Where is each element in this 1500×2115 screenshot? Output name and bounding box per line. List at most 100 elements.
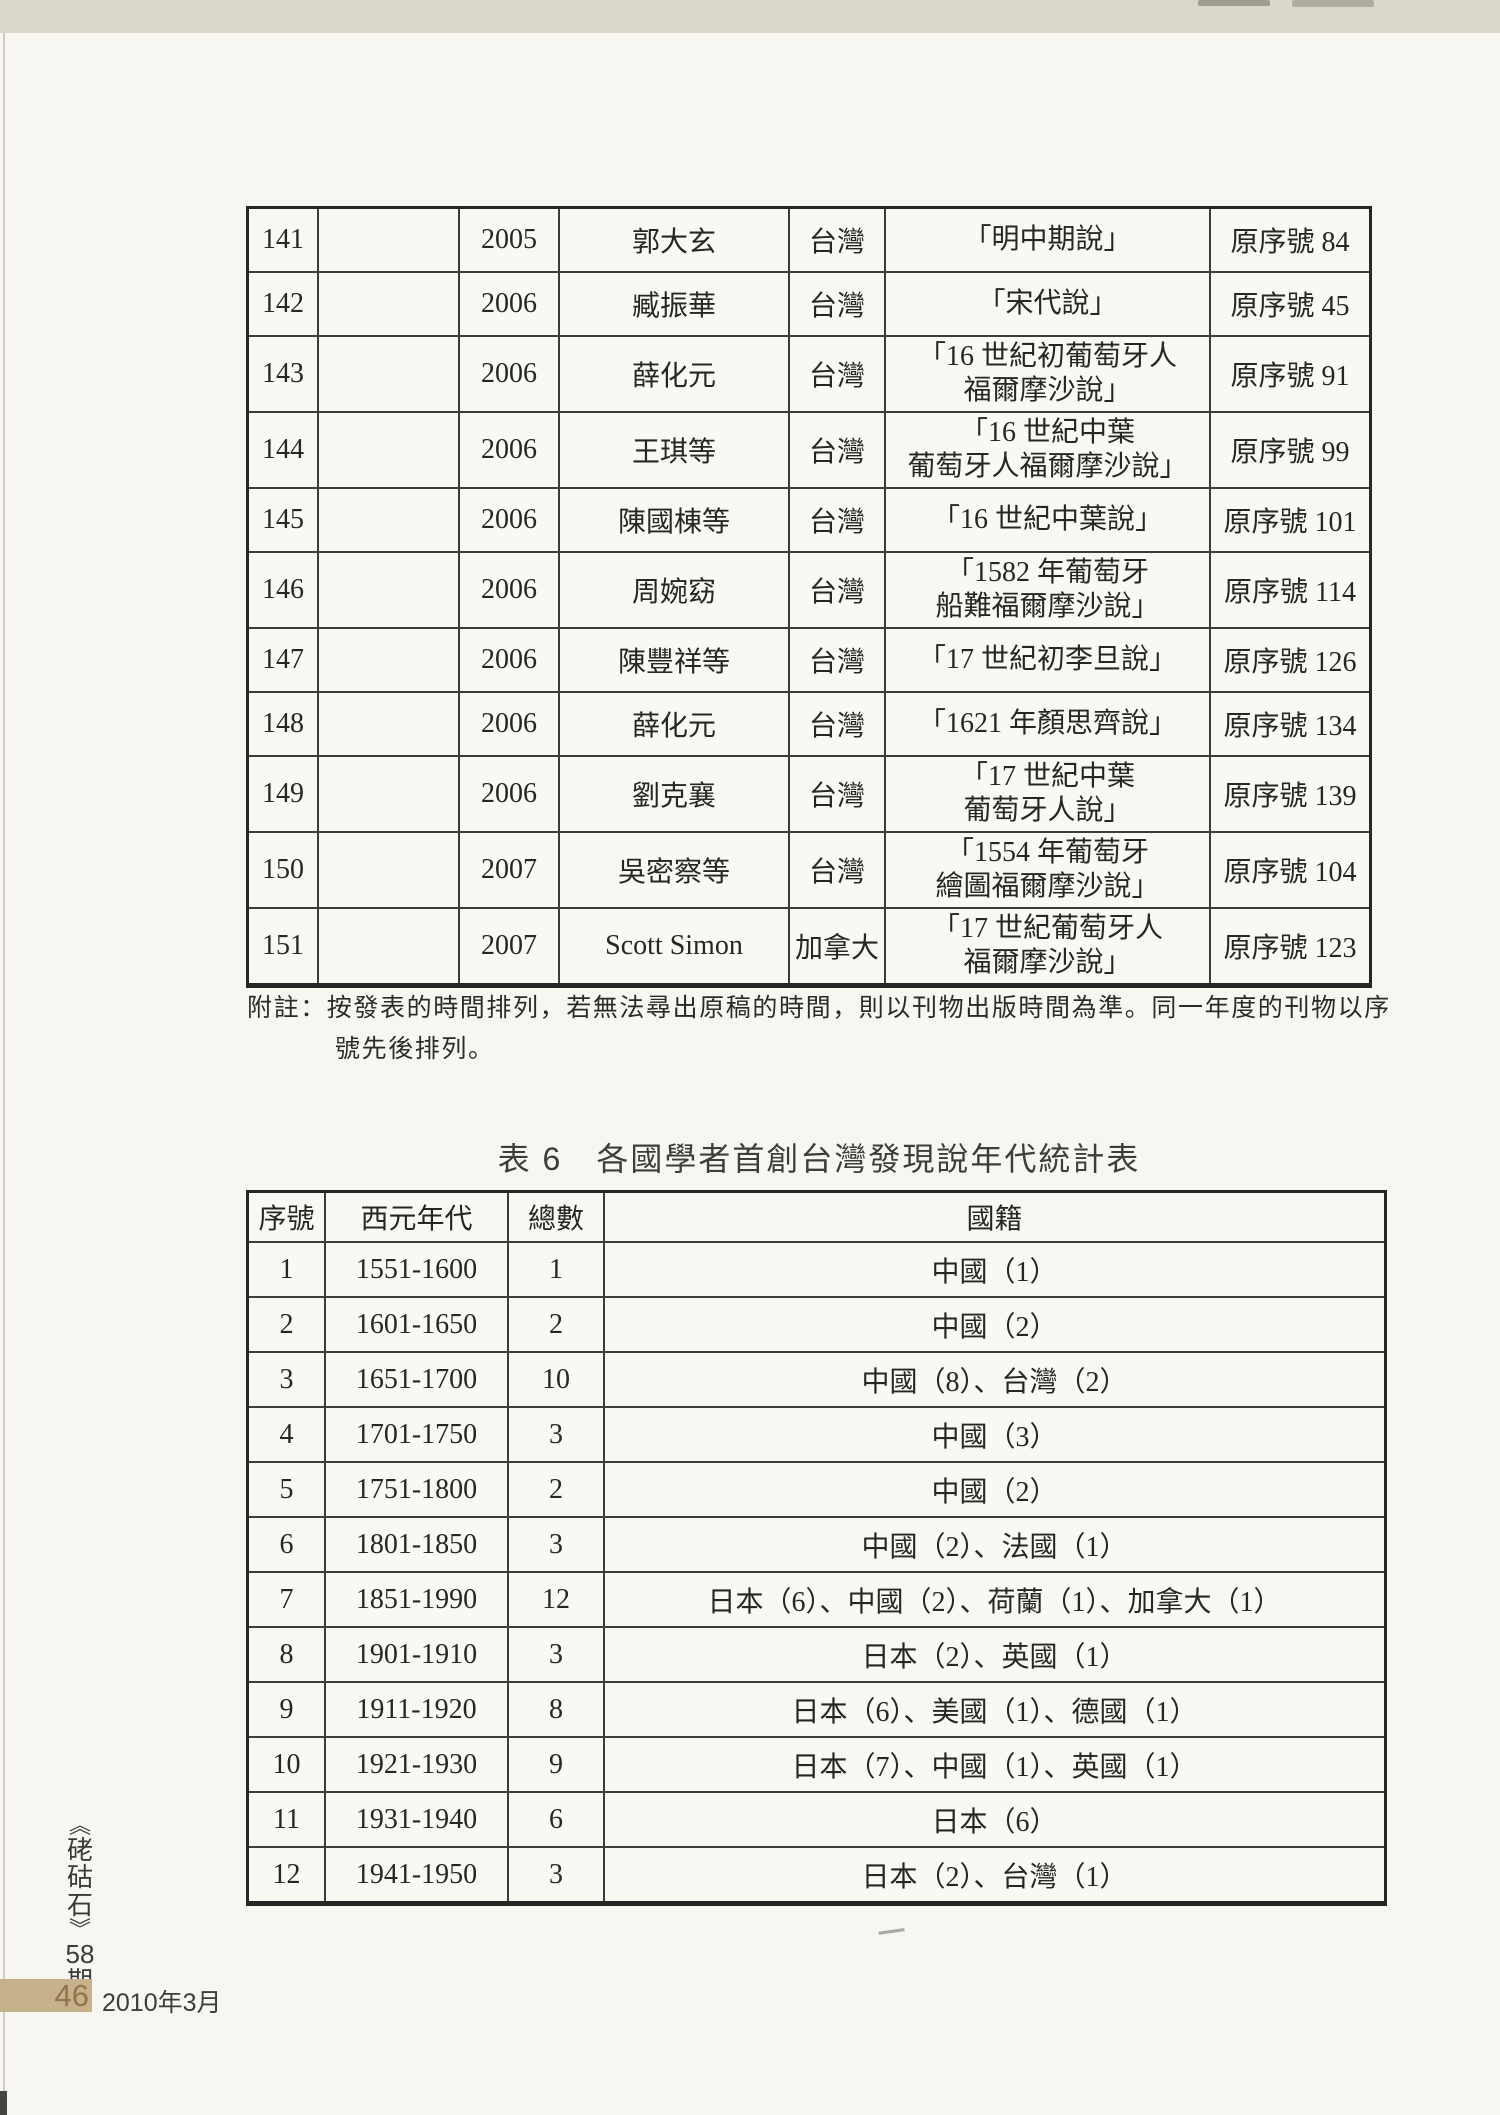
table-row: 143 2006 薛化元 台灣 「16 世紀初葡萄牙人 福爾摩沙說」 原序號 9… xyxy=(249,337,1369,413)
cell-nationality: 中國（2）、法國（1） xyxy=(605,1518,1384,1573)
cell-index: 142 xyxy=(249,273,319,337)
cell-nationality: 台灣 xyxy=(790,273,886,337)
cell-period: 1911-1920 xyxy=(326,1683,509,1738)
cell-index: 145 xyxy=(249,489,319,553)
cell-nationality: 台灣 xyxy=(790,337,886,413)
cell-period: 1601-1650 xyxy=(326,1298,509,1353)
cell-author: 臧振華 xyxy=(560,273,790,337)
footnote-line: 附註：按發表的時間排列，若無法尋出原稿的時間，則以刊物出版時間為準。同一年度的刊… xyxy=(247,995,1391,1022)
cell-theory-title: 「宋代說」 xyxy=(886,273,1211,337)
cell-nationality: 中國（2） xyxy=(605,1463,1384,1518)
cell-period: 1701-1750 xyxy=(326,1408,509,1463)
scan-edge-line xyxy=(3,33,5,2115)
cell-index: 7 xyxy=(249,1573,326,1628)
table-row: 6 1801-1850 3 中國（2）、法國（1） xyxy=(249,1518,1384,1573)
cell-total: 12 xyxy=(509,1573,605,1628)
cell-year: 2007 xyxy=(460,909,560,983)
cell-blank xyxy=(319,273,460,337)
cell-nationality: 台灣 xyxy=(790,757,886,833)
issue-date: 2010年3月 xyxy=(102,1989,222,2017)
cell-index: 12 xyxy=(249,1848,326,1901)
cell-author: 薛化元 xyxy=(560,337,790,413)
cell-author: 郭大玄 xyxy=(560,209,790,273)
cell-author: 薛化元 xyxy=(560,693,790,757)
cell-nationality: 台灣 xyxy=(790,553,886,629)
cell-period: 1901-1910 xyxy=(326,1628,509,1683)
cell-year: 2006 xyxy=(460,413,560,489)
cell-year: 2006 xyxy=(460,337,560,413)
cell-year: 2005 xyxy=(460,209,560,273)
cell-author: 周婉窈 xyxy=(560,553,790,629)
cell-index: 6 xyxy=(249,1518,326,1573)
cell-author: 陳國棟等 xyxy=(560,489,790,553)
cell-author: 吳密察等 xyxy=(560,833,790,909)
table-row: 4 1701-1750 3 中國（3） xyxy=(249,1408,1384,1463)
table-row: 150 2007 吳密察等 台灣 「1554 年葡萄牙 繪圖福爾摩沙說」 原序號… xyxy=(249,833,1369,909)
cell-index: 149 xyxy=(249,757,319,833)
cell-period: 1921-1930 xyxy=(326,1738,509,1793)
journal-title-char: ︾ xyxy=(68,1916,91,1942)
table-footnote: 附註：按發表的時間排列，若無法尋出原稿的時間，則以刊物出版時間為準。同一年度的刊… xyxy=(247,988,1392,1070)
cell-index: 11 xyxy=(249,1793,326,1848)
cell-theory-title: 「17 世紀葡萄牙人 福爾摩沙說」 xyxy=(886,909,1211,983)
cell-nationality: 日本（7）、中國（1）、英國（1） xyxy=(605,1738,1384,1793)
journal-issue-number: 58 xyxy=(65,1938,95,1969)
cell-total: 9 xyxy=(509,1738,605,1793)
cell-theory-title: 「1554 年葡萄牙 繪圖福爾摩沙說」 xyxy=(886,833,1211,909)
cell-index: 150 xyxy=(249,833,319,909)
table-row: 148 2006 薛化元 台灣 「1621 年顏思齊說」 原序號 134 xyxy=(249,693,1369,757)
cell-theory-title: 「16 世紀中葉說」 xyxy=(886,489,1211,553)
cell-total: 3 xyxy=(509,1848,605,1901)
table-row: 2 1601-1650 2 中國（2） xyxy=(249,1298,1384,1353)
cell-nationality: 台灣 xyxy=(790,693,886,757)
cell-theory-title: 「16 世紀中葉 葡萄牙人福爾摩沙說」 xyxy=(886,413,1211,489)
cell-index: 144 xyxy=(249,413,319,489)
table-header-row: 序號 西元年代 總數 國籍 xyxy=(249,1193,1384,1243)
cell-nationality: 日本（6）、中國（2）、荷蘭（1）、加拿大（1） xyxy=(605,1573,1384,1628)
cell-index: 4 xyxy=(249,1408,326,1463)
cell-index: 3 xyxy=(249,1353,326,1408)
cell-nationality: 中國（3） xyxy=(605,1408,1384,1463)
table-row: 146 2006 周婉窈 台灣 「1582 年葡萄牙 船難福爾摩沙說」 原序號 … xyxy=(249,553,1369,629)
cell-author: 王琪等 xyxy=(560,413,790,489)
cell-theory-title: 「17 世紀中葉 葡萄牙人說」 xyxy=(886,757,1211,833)
cell-nationality: 台灣 xyxy=(790,629,886,693)
journal-title-vertical: ︽ 硓 𥑮 石 ︾ 58 期 xyxy=(61,1815,99,1995)
cell-index: 147 xyxy=(249,629,319,693)
cell-total: 2 xyxy=(509,1298,605,1353)
cell-year: 2006 xyxy=(460,757,560,833)
cell-index: 9 xyxy=(249,1683,326,1738)
cell-year: 2006 xyxy=(460,693,560,757)
cell-total: 10 xyxy=(509,1353,605,1408)
cell-index: 5 xyxy=(249,1463,326,1518)
cell-nationality: 日本（6）、美國（1）、德國（1） xyxy=(605,1683,1384,1738)
cell-period: 1651-1700 xyxy=(326,1353,509,1408)
scan-artifact xyxy=(877,1920,905,1935)
cell-period: 1801-1850 xyxy=(326,1518,509,1573)
scan-artifact xyxy=(0,2091,7,2115)
cell-theory-title: 「1621 年顏思齊說」 xyxy=(886,693,1211,757)
cell-author: 陳豐祥等 xyxy=(560,629,790,693)
cell-original-seq: 原序號 91 xyxy=(1211,337,1369,413)
table-row: 7 1851-1990 12 日本（6）、中國（2）、荷蘭（1）、加拿大（1） xyxy=(249,1573,1384,1628)
cell-original-seq: 原序號 104 xyxy=(1211,833,1369,909)
cell-year: 2007 xyxy=(460,833,560,909)
table6-title: 表 6 各國學者首創台灣發現說年代統計表 xyxy=(497,1141,1141,1177)
cell-nationality: 台灣 xyxy=(790,833,886,909)
cell-year: 2006 xyxy=(460,553,560,629)
cell-year: 2006 xyxy=(460,273,560,337)
cell-blank xyxy=(319,693,460,757)
page-number: 46 xyxy=(54,1978,89,2013)
cell-nationality: 台灣 xyxy=(790,489,886,553)
cell-total: 3 xyxy=(509,1518,605,1573)
cell-year: 2006 xyxy=(460,489,560,553)
cell-original-seq: 原序號 123 xyxy=(1223,933,1357,964)
cell-total: 8 xyxy=(509,1683,605,1738)
cell-index: 1 xyxy=(249,1243,326,1298)
footnote-line: 號先後排列。 xyxy=(335,1036,495,1063)
table-row: 151 2007 Scott Simon 加拿大 「17 世紀葡萄牙人 福爾摩沙… xyxy=(249,909,1369,983)
cell-blank xyxy=(319,757,460,833)
cell-original-seq: 原序號 84 xyxy=(1211,209,1369,273)
cell-nationality: 中國（8）、台灣（2） xyxy=(605,1353,1384,1408)
cell-nationality: 日本（6） xyxy=(605,1793,1384,1848)
